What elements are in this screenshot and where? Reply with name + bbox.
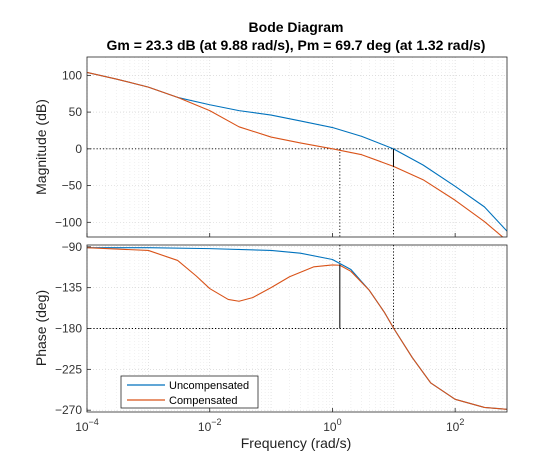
legend-label-uncompensated: Uncompensated — [169, 380, 249, 392]
y-tick-label: −135 — [55, 281, 82, 295]
phase-series — [87, 247, 507, 410]
y-tick-label: −270 — [55, 403, 82, 417]
series-line-compensated — [87, 247, 507, 410]
magnitude-series — [87, 71, 507, 237]
legend: Uncompensated Compensated — [120, 375, 259, 409]
x-tick-label: 10−2 — [198, 417, 222, 434]
phase-y-label: Phase (deg) — [33, 290, 49, 366]
y-tick-label: −225 — [55, 362, 82, 376]
magnitude-axes-box — [86, 56, 508, 238]
x-tick-label: 100 — [323, 417, 341, 434]
y-tick-label: −180 — [55, 322, 82, 336]
y-tick-label: −50 — [62, 179, 83, 193]
legend-box — [120, 375, 259, 409]
series-line-compensated — [87, 71, 504, 237]
y-tick-label: 100 — [62, 68, 82, 82]
magnitude-y-label: Magnitude (dB) — [33, 99, 49, 195]
magnitude-plot-area — [87, 57, 507, 237]
y-tick-label: −90 — [62, 240, 83, 254]
magnitude-y-ticks: −100 −50 0 50 100 — [55, 68, 91, 229]
chart-title: Bode Diagram — [249, 19, 344, 35]
y-tick-label: −100 — [55, 215, 82, 229]
y-tick-label: 0 — [75, 142, 82, 156]
x-tick-label: 102 — [446, 417, 464, 434]
magnitude-markers — [339, 148, 394, 237]
phase-markers — [339, 245, 394, 329]
phase-grid — [86, 245, 508, 412]
x-tick-label: 10−4 — [75, 417, 99, 434]
legend-label-compensated: Compensated — [169, 395, 238, 407]
phase-y-ticks: −270 −225 −180 −135 −90 — [55, 240, 91, 417]
x-axis-label: Frequency (rad/s) — [241, 435, 351, 451]
chart-subtitle: Gm = 23.3 dB (at 9.88 rad/s), Pm = 69.7 … — [107, 37, 486, 53]
y-tick-label: 50 — [69, 105, 83, 119]
